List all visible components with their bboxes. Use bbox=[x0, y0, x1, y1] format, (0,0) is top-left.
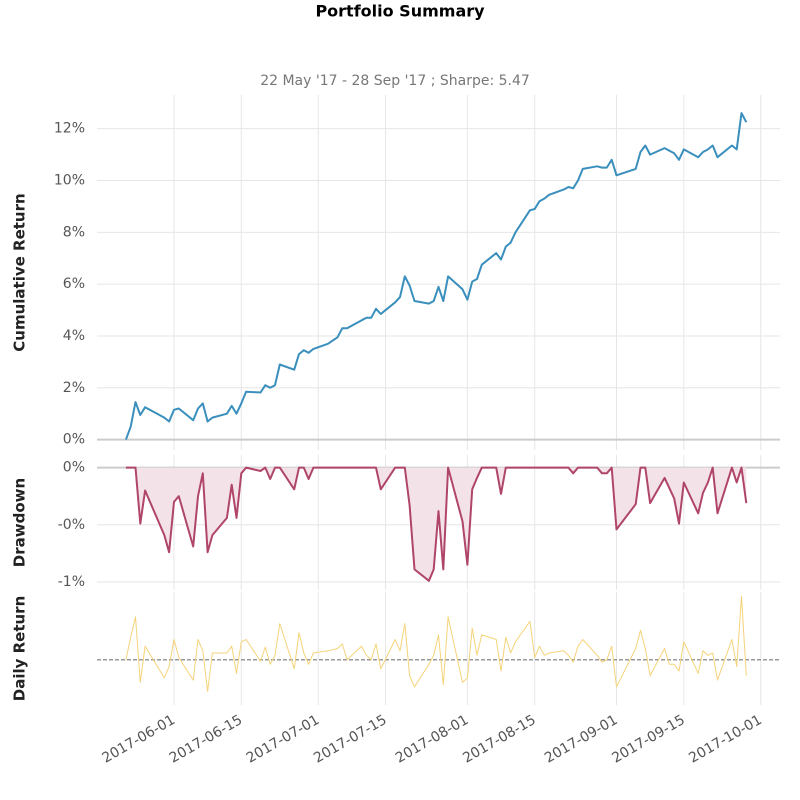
x-tick-label: 2017-10-01 bbox=[686, 712, 764, 767]
x-tick-label: 2017-08-15 bbox=[460, 712, 538, 767]
y-tick-label: 0% bbox=[63, 432, 85, 448]
x-tick-label: 2017-07-01 bbox=[244, 712, 322, 767]
x-tick-label: 2017-09-01 bbox=[542, 712, 620, 767]
y-tick-label: 2% bbox=[63, 380, 85, 396]
x-tick-label: 2017-07-15 bbox=[311, 712, 389, 767]
x-tick-label: 2017-06-01 bbox=[99, 712, 177, 767]
y-axis-label: Cumulative Return bbox=[11, 193, 29, 351]
y-tick-label: 10% bbox=[54, 173, 85, 189]
y-tick-label: 4% bbox=[63, 328, 85, 344]
y-tick-label: 0% bbox=[63, 460, 85, 476]
chart-title: Portfolio Summary bbox=[315, 2, 485, 21]
x-tick-label: 2017-09-15 bbox=[609, 712, 687, 767]
y-tick-label: -0% bbox=[58, 517, 85, 533]
y-tick-label: 6% bbox=[63, 276, 85, 292]
series-line bbox=[124, 112, 748, 440]
series-line bbox=[125, 466, 748, 582]
y-tick-label: -1% bbox=[58, 574, 85, 590]
y-tick-label: 8% bbox=[63, 224, 85, 240]
y-axis-label: Daily Return bbox=[11, 596, 29, 702]
drawdown-area bbox=[125, 467, 747, 581]
chart-subtitle: 22 May '17 - 28 Sep '17 ; Sharpe: 5.47 bbox=[260, 73, 530, 89]
y-axis-label: Drawdown bbox=[11, 478, 29, 567]
x-tick-label: 2017-06-15 bbox=[167, 712, 245, 767]
x-tick-label: 2017-08-01 bbox=[393, 712, 471, 767]
series-line bbox=[125, 596, 747, 692]
y-tick-label: 12% bbox=[54, 121, 85, 137]
